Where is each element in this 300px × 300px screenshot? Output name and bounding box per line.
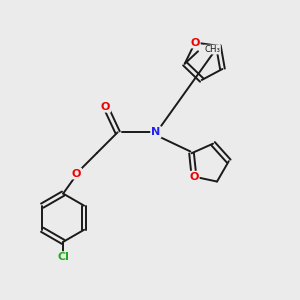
Text: Cl: Cl xyxy=(57,252,69,262)
Text: O: O xyxy=(72,169,81,178)
Text: CH₃: CH₃ xyxy=(205,45,220,54)
Text: O: O xyxy=(101,102,110,112)
Text: O: O xyxy=(189,172,199,182)
Text: O: O xyxy=(190,38,200,47)
Text: N: N xyxy=(151,127,160,137)
